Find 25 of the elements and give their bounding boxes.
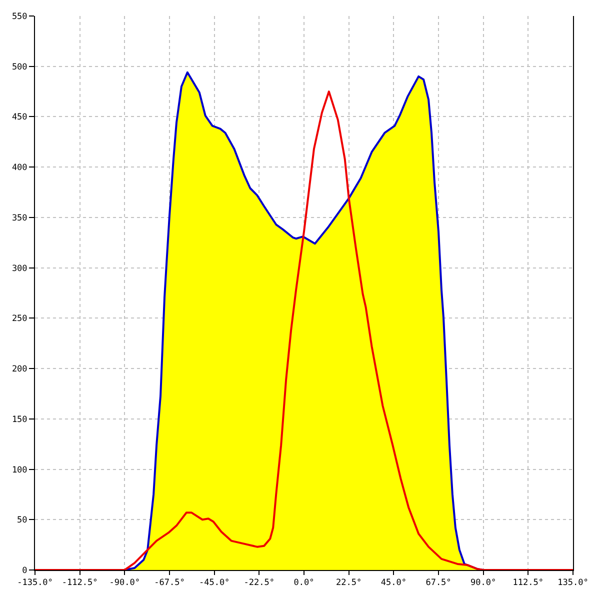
y-tick-label: 500 [12,62,28,72]
x-tick-label: -112.5° [62,578,98,588]
y-tick-label: 350 [12,213,28,224]
y-tick-label: 0 [22,566,28,576]
x-tick-label: -45.0° [198,578,230,588]
x-tick-label: -135.0° [17,578,53,588]
y-tick-label: 450 [12,112,28,123]
x-tick-label: -67.5° [154,578,185,588]
y-tick-label: 200 [12,364,28,375]
x-tick-label: 67.5° [426,578,452,588]
x-tick-label: 45.0° [380,578,406,588]
y-tick-label: 400 [12,163,28,174]
x-tick-label: 90.0° [470,578,496,588]
x-tick-label: 22.5° [336,578,362,588]
x-tick-label: 135.0° [558,578,588,588]
y-tick-label: 550 [12,12,28,22]
y-tick-label: 50 [17,516,28,526]
y-tick-label: 100 [12,465,28,476]
x-tick-label: 112.5° [512,578,544,588]
x-tick-label: -90.0° [109,578,140,588]
y-tick-label: 250 [12,314,28,324]
x-tick-label: -22.5° [244,578,275,588]
x-tick-label: 0.0° [294,578,314,588]
y-tick-label: 150 [12,414,28,425]
y-tick-label: 300 [12,264,28,274]
